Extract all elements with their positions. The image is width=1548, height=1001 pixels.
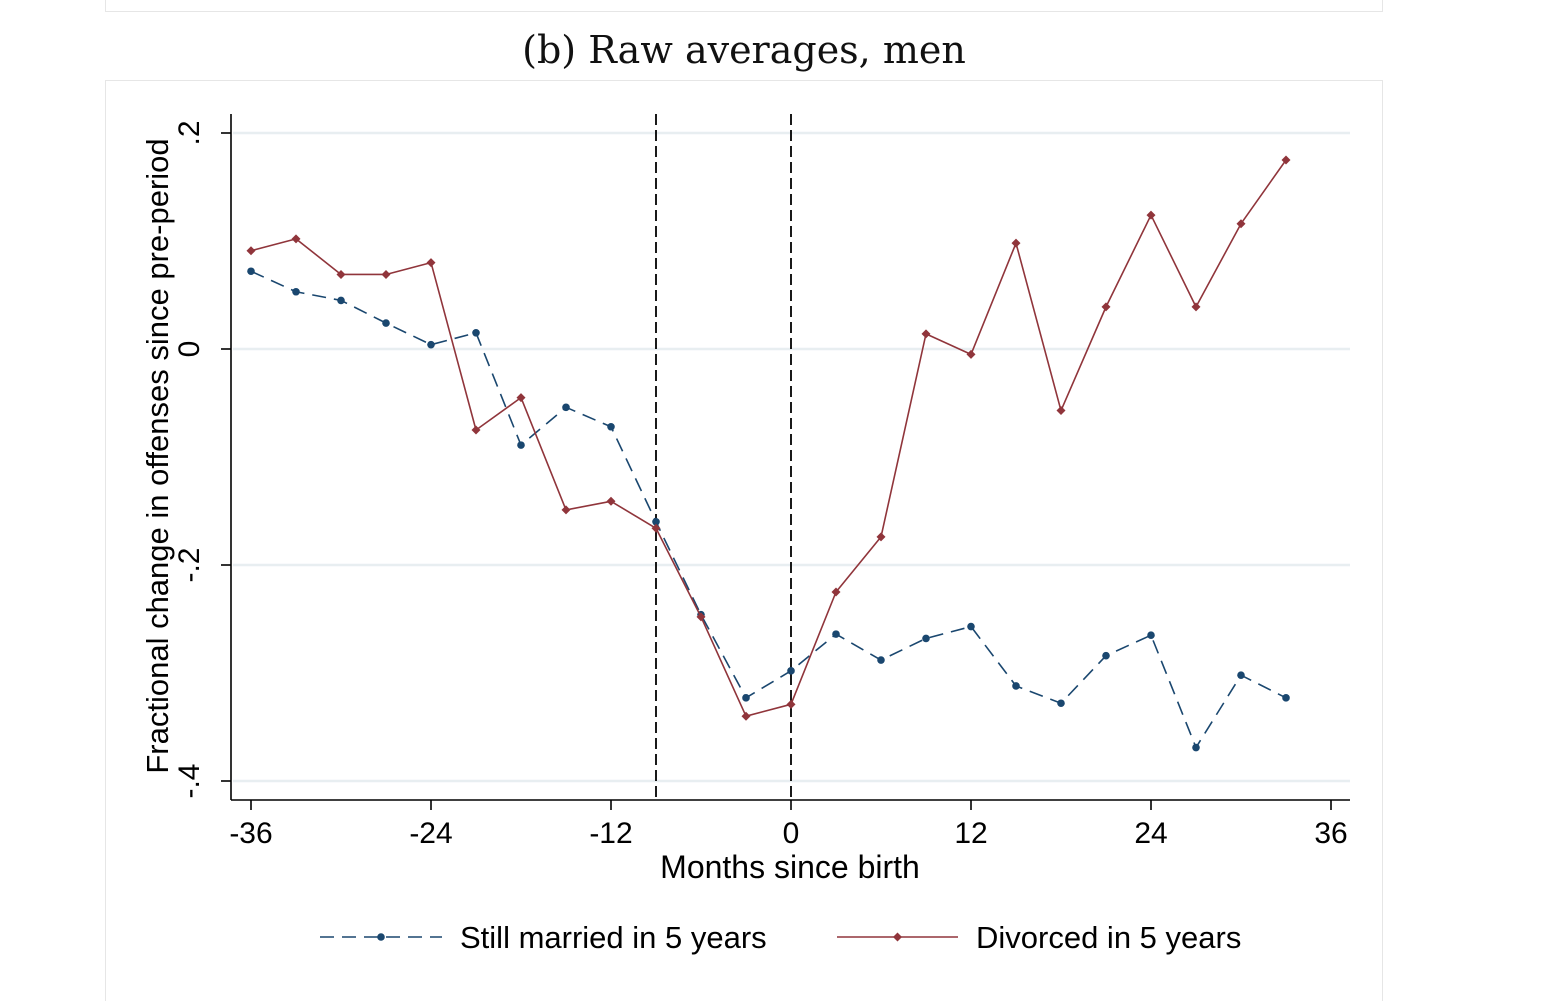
series-line-0	[250, 270, 1287, 749]
x-tick-label-3: 0	[783, 817, 800, 850]
series-0-point-2	[337, 296, 345, 305]
x-tick-label-6: 36	[1314, 817, 1347, 850]
y-tick-label-3: .2	[173, 120, 206, 145]
series-0-point-9	[652, 518, 660, 526]
y-tick-label-1: -.2	[173, 547, 206, 582]
y-tick-label-2: 0	[173, 341, 206, 358]
series-1-point-22	[1236, 219, 1246, 229]
series-1-point-13	[831, 587, 841, 597]
series-1-point-14	[876, 532, 886, 542]
series-0-point-15	[922, 634, 930, 643]
legend-marker-0	[377, 933, 385, 941]
series-0-point-20	[1147, 631, 1155, 639]
series-1-point-15	[921, 329, 931, 339]
series-1-point-18	[1056, 406, 1066, 416]
series-1-point-19	[1101, 302, 1111, 312]
series-0-point-11	[742, 694, 750, 702]
x-tick-label-2: -12	[589, 817, 632, 850]
series-0-point-0	[247, 267, 255, 276]
series-0-point-17	[1012, 682, 1020, 690]
series-0-point-1	[292, 287, 300, 296]
series-1-point-2	[336, 269, 346, 279]
series-1-point-4	[426, 258, 436, 268]
series-1-point-1	[291, 234, 301, 244]
series-1-point-5	[471, 425, 481, 435]
x-tick-label-4: 12	[954, 817, 987, 850]
legend-label-0: Still married in 5 years	[460, 920, 767, 955]
series-0-point-7	[562, 403, 570, 412]
series-0-point-3	[382, 319, 390, 327]
panel-frame	[105, 80, 1383, 1001]
y-tick-label-0: -.4	[173, 763, 206, 798]
series-1-point-6	[516, 393, 526, 403]
series-0-point-16	[967, 622, 975, 631]
legend-entry-1: Divorced in 5 years	[837, 920, 1241, 955]
x-tick-label-1: -24	[409, 817, 452, 850]
series-1-point-8	[606, 496, 616, 506]
series-0-point-18	[1057, 699, 1065, 708]
series-0-point-21	[1192, 743, 1200, 752]
series-line-1	[250, 159, 1287, 718]
series-1-point-0	[246, 246, 256, 256]
series-0-point-6	[517, 441, 525, 449]
series-0	[247, 267, 1290, 752]
series-0-point-23	[1282, 694, 1290, 702]
y-axis-label: Fractional change in offenses since pre-…	[140, 138, 175, 773]
series-1-point-23	[1281, 155, 1291, 165]
previous-panel-border	[105, 0, 1383, 12]
series-1-point-3	[381, 269, 391, 279]
series-1-point-11	[741, 711, 751, 721]
series-0-point-12	[787, 667, 795, 675]
reference-lines	[655, 114, 792, 800]
x-tick-label-5: 24	[1134, 817, 1167, 850]
series-1-point-16	[966, 349, 976, 359]
series-0-point-19	[1102, 651, 1110, 660]
series-1-point-12	[786, 699, 796, 709]
series-0-point-13	[832, 630, 840, 638]
legend-label-1: Divorced in 5 years	[976, 920, 1241, 955]
series-1-point-17	[1011, 238, 1021, 248]
series-0-point-22	[1237, 671, 1245, 679]
series-0-point-8	[607, 422, 615, 431]
legend-entry-0: Still married in 5 years	[320, 920, 767, 955]
series-layer	[246, 155, 1291, 752]
series-0-point-14	[877, 656, 885, 664]
legend: Still married in 5 years Divorced in 5 ye…	[320, 920, 1241, 955]
x-axis-label: Months since birth	[660, 849, 920, 885]
series-1-point-10	[696, 612, 706, 622]
series-0-point-4	[427, 340, 435, 349]
series-1-point-9	[651, 523, 661, 533]
series-1-point-21	[1191, 302, 1201, 312]
series-1-point-20	[1146, 210, 1156, 220]
series-1-point-7	[561, 505, 571, 515]
axes: -36 -24 -12 0 12 24 36 -.4 -.2 0 .2	[173, 114, 1350, 850]
chart-title: (b) Raw averages, men	[522, 28, 966, 72]
x-tick-label-0: -36	[229, 817, 272, 850]
series-0-point-5	[472, 329, 480, 337]
legend-marker-1	[893, 932, 902, 942]
series-1	[246, 155, 1291, 721]
